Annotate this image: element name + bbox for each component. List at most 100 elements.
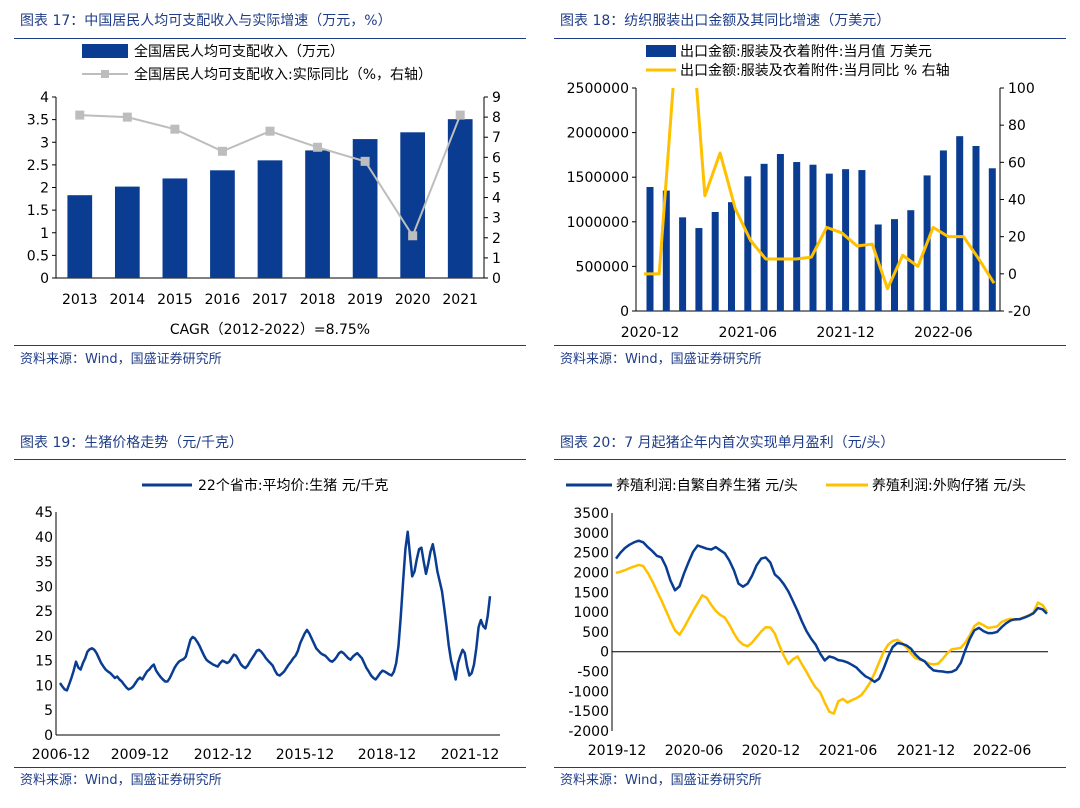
chart17-xtick-label: 2014 <box>110 292 146 308</box>
chart18-bar <box>728 202 735 311</box>
chart20-xtick-label: 2020-12 <box>742 743 801 759</box>
chart20-ytick-label: 3000 <box>573 526 609 542</box>
chart20-bottom-rule <box>554 767 1066 768</box>
chart18-y2tick-label: 60 <box>1008 155 1026 171</box>
chart18-ytick-label: 1500000 <box>567 170 629 186</box>
chart17-y2tick-label: 0 <box>492 271 501 287</box>
chart17-bar <box>447 119 473 278</box>
chart20-ytick-label: 500 <box>582 625 609 641</box>
chart17-legend-label-growth: 全国居民人均可支配收入:实际同比（%，右轴） <box>134 66 432 83</box>
chart17-ytick-label: 1.5 <box>27 203 49 219</box>
chart17-ytick-label: 2.5 <box>27 158 49 174</box>
chart17-growth-point <box>75 110 85 120</box>
chart17-y2tick-label: 6 <box>492 150 501 166</box>
chart17-xtick-label: 2015 <box>157 292 193 308</box>
chart17-xtick-label: 2019 <box>347 292 383 308</box>
chart17-xtick-label: 2013 <box>62 292 98 308</box>
chart18-bar <box>679 217 687 311</box>
chart19-ytick-label: 25 <box>35 604 53 620</box>
chart17: 全国居民人均可支配收入（万元） 全国居民人均可支配收入:实际同比（%，右轴） 0 0.… <box>27 43 501 338</box>
chart18-bar <box>809 164 817 311</box>
chart19-ytick-label: 20 <box>35 629 53 645</box>
chart20-legend-label-self: 养殖利润:自繁自养生猪 元/头 <box>616 477 798 494</box>
chart18-y2tick-label: 20 <box>1008 230 1026 246</box>
chart17-growth-point <box>313 142 323 152</box>
chart17-ytick-label: 3.5 <box>27 113 49 129</box>
chart18-bar <box>972 145 980 311</box>
chart17-ytick-label: 0 <box>40 271 49 287</box>
chart20: 养殖利润:自繁自养生猪 元/头 养殖利润:外购仔猪 元/头 -2000 -1500 -1… <box>566 477 1049 759</box>
chart17-y2tick-label: 3 <box>492 211 501 227</box>
chart20-xtick-label: 2020-06 <box>665 743 724 759</box>
chart18-ytick-label: 2000000 <box>567 126 629 142</box>
chart17-xtick-label: 2021 <box>442 292 478 308</box>
chart20-ytick-label: -500 <box>577 665 609 681</box>
chart18-bar <box>760 163 768 311</box>
chart17-ytick-label: 3 <box>40 135 49 151</box>
chart17-bar <box>400 132 426 278</box>
chart18-bar <box>695 228 703 311</box>
chart19-xtick-label: 2015-12 <box>276 747 335 763</box>
chart20-ytick-label: 1000 <box>573 605 609 621</box>
chart18-y2tick-label: 80 <box>1008 118 1026 134</box>
chart18-ytick-label: 1000000 <box>567 215 629 231</box>
chart18-y2tick-label: 0 <box>1008 267 1017 283</box>
chart17-growth-point <box>455 110 465 120</box>
chart17-ytick-label: 0.5 <box>27 248 49 264</box>
chart17-xtick-label: 2018 <box>300 292 336 308</box>
chart17-bar <box>210 170 235 278</box>
chart17-growth-point <box>360 156 370 166</box>
chart19-ytick-label: 5 <box>44 703 53 719</box>
chart17-bar <box>67 195 93 278</box>
chart18-bar <box>988 168 996 311</box>
chart19-ytick-label: 35 <box>35 555 53 571</box>
chart18-bottom-rule <box>554 345 1066 346</box>
chart18-ytick-label: 2500000 <box>567 81 629 97</box>
chart20-legend-label-piglet: 养殖利润:外购仔猪 元/头 <box>872 477 1026 494</box>
chart18-xtick-label: 2021-06 <box>719 325 778 341</box>
chart17-y2tick-label: 2 <box>492 231 501 247</box>
chart18-ytick-label: 500000 <box>576 259 629 275</box>
chart17-y2tick-label: 1 <box>492 251 501 267</box>
chart17-y2tick-label: 7 <box>492 130 501 146</box>
chart20-title: 图表 20：7 月起猪企年内首次实现单月盈利（元/头） <box>560 435 895 451</box>
chart19-xtick-label: 2006-12 <box>32 747 91 763</box>
chart20-source: 资料来源：Wind，国盛证券研究所 <box>560 773 762 788</box>
chart19-xtick-label: 2021-12 <box>441 747 500 763</box>
chart17-ytick-label: 4 <box>40 90 49 106</box>
chart18-yoy-line <box>644 88 996 291</box>
chart18-bar <box>825 173 833 311</box>
chart18-y2tick-label: 100 <box>1008 81 1035 97</box>
chart18-bar <box>662 190 670 311</box>
chart20-piglet-profit-line <box>615 563 1049 715</box>
chart18-bar <box>842 169 850 311</box>
chart17-y2tick-label: 8 <box>492 110 501 126</box>
chart17-bar <box>305 150 330 278</box>
chart20-ytick-label: 2000 <box>573 565 609 581</box>
chart20-xtick-label: 2019-12 <box>588 743 647 759</box>
chart18-legend-label-value: 出口金额:服装及衣着附件:当月值 万美元 <box>680 44 932 60</box>
chart18-y2tick-label: -20 <box>1008 304 1031 320</box>
chart19-ytick-label: 40 <box>35 530 53 546</box>
chart20-ytick-label: 2500 <box>573 546 609 562</box>
chart17-growth-point <box>408 231 418 241</box>
chart18-bar <box>711 211 719 311</box>
chart18-xtick-label: 2020-12 <box>621 325 680 341</box>
chart18-bar <box>744 176 752 311</box>
chart17-growth-point <box>122 112 132 122</box>
chart19-xtick-label: 2009-12 <box>111 747 170 763</box>
chart17-bottom-rule <box>14 345 526 346</box>
chart17-growth-point <box>217 146 227 156</box>
chart19-source: 资料来源：Wind，国盛证券研究所 <box>20 773 222 788</box>
chart17-legend-swatch-income <box>82 44 128 58</box>
chart18-bar <box>776 154 784 311</box>
chart17-y2tick-label: 5 <box>492 170 501 186</box>
chart18-legend-label-yoy: 出口金额:服装及衣着附件:当月同比 % 右轴 <box>680 63 950 79</box>
chart17-cagr-annotation: CAGR（2012-2022）=8.75% <box>170 322 370 338</box>
chart19: 22个省市:平均价:生猪 元/千克 0 5 10 15 20 25 30 35 40 45 2006-… <box>32 477 500 763</box>
chart20-ytick-label: 0 <box>600 645 609 661</box>
chart20-xtick-label: 2022-06 <box>973 743 1032 759</box>
chart18-bar <box>858 170 866 311</box>
chart17-xtick-label: 2017 <box>252 292 288 308</box>
